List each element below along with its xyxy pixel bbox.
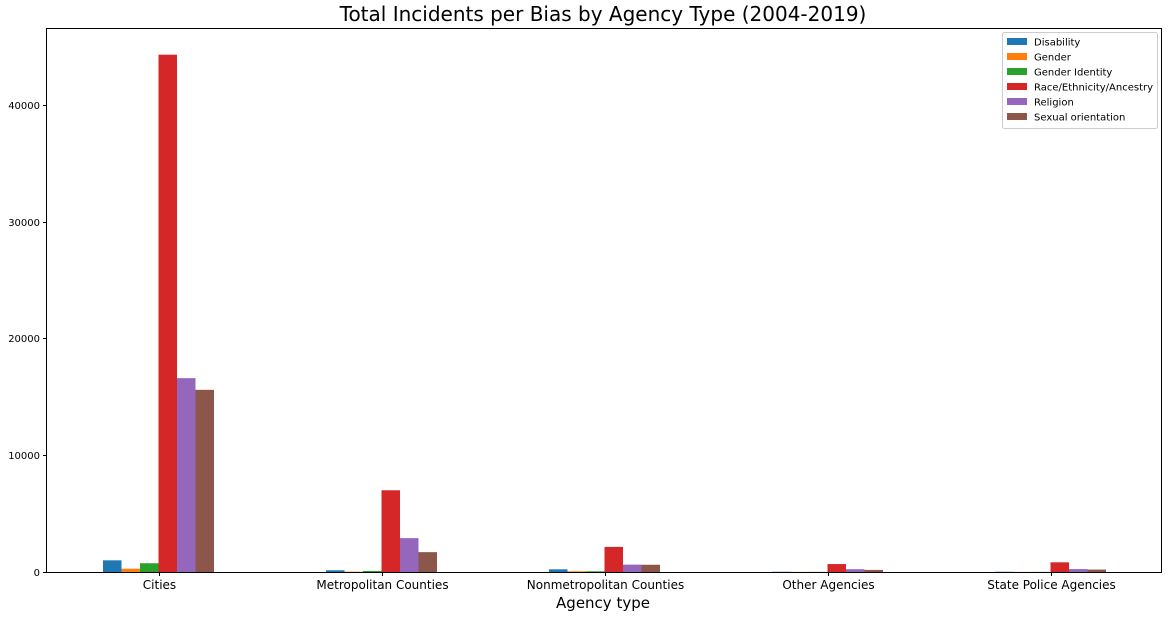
bar-sexual-orientation-metropolitan-counties	[418, 552, 437, 572]
bar-religion-state-police-agencies	[1069, 569, 1088, 572]
legend: Disability Gender Gender Identity Race/Ethn…	[1002, 32, 1158, 129]
bar-gender-cities	[121, 568, 140, 572]
legend-swatch-disability	[1007, 38, 1027, 45]
bar-gender-nonmetropolitan-counties	[567, 571, 586, 572]
legend-label-religion: Religion	[1034, 98, 1074, 109]
legend-swatch-race-ethnicity-ancestry	[1007, 83, 1027, 90]
legend-label-disability: Disability	[1034, 38, 1080, 49]
y-tick-label: 30000	[8, 218, 40, 229]
legend-swatch-gender	[1007, 53, 1027, 60]
bar-series-group	[103, 54, 1106, 573]
bar-religion-other-agencies	[846, 569, 865, 572]
bar-race-ethnicity-ancestry-state-police-agencies	[1050, 562, 1069, 572]
x-tick-label: State Police Agencies	[987, 578, 1116, 592]
bar-sexual-orientation-state-police-agencies	[1087, 569, 1106, 572]
x-tick-label: Metropolitan Counties	[316, 578, 448, 592]
bar-religion-metropolitan-counties	[400, 538, 419, 572]
bar-race-ethnicity-ancestry-cities	[158, 54, 177, 573]
bar-gender-identity-nonmetropolitan-counties	[586, 571, 605, 572]
y-tick-label: 20000	[8, 334, 40, 345]
bar-race-ethnicity-ancestry-other-agencies	[827, 564, 846, 572]
bar-disability-metropolitan-counties	[326, 570, 345, 572]
bar-disability-nonmetropolitan-counties	[549, 569, 568, 572]
bar-race-ethnicity-ancestry-metropolitan-counties	[381, 490, 400, 572]
legend-label-gender-identity: Gender Identity	[1034, 68, 1112, 79]
bar-sexual-orientation-other-agencies	[864, 569, 883, 572]
legend-swatch-gender-identity	[1007, 68, 1027, 75]
x-axis: Cities Metropolitan Counties Nonmetropolit…	[143, 572, 1116, 592]
bar-race-ethnicity-ancestry-nonmetropolitan-counties	[604, 546, 623, 572]
legend-swatch-religion	[1007, 98, 1027, 105]
y-axis: 0 10000 20000 30000 40000	[8, 101, 47, 579]
chart-title: Total Incidents per Bias by Agency Type …	[339, 2, 867, 26]
bar-sexual-orientation-cities	[195, 389, 214, 572]
bar-disability-cities	[103, 560, 122, 572]
bar-sexual-orientation-nonmetropolitan-counties	[641, 564, 660, 572]
y-tick-label: 10000	[8, 451, 40, 462]
x-tick-label: Nonmetropolitan Counties	[527, 578, 684, 592]
y-tick-label: 40000	[8, 101, 40, 112]
bar-religion-cities	[177, 378, 196, 572]
plot-frame	[46, 28, 1162, 573]
bar-gender-identity-cities	[140, 563, 159, 572]
legend-swatch-sexual-orientation	[1007, 113, 1027, 120]
x-tick-label: Cities	[143, 578, 176, 592]
x-tick-label: Other Agencies	[782, 578, 874, 592]
bar-gender-identity-metropolitan-counties	[363, 570, 382, 572]
y-tick-label: 0	[34, 568, 40, 579]
legend-label-race-ethnicity-ancestry: Race/Ethnicity/Ancestry	[1034, 83, 1153, 94]
legend-box	[1002, 32, 1158, 129]
bar-religion-nonmetropolitan-counties	[623, 564, 642, 572]
legend-label-sexual-orientation: Sexual orientation	[1034, 113, 1125, 124]
legend-label-gender: Gender	[1034, 53, 1072, 64]
x-axis-label: Agency type	[556, 594, 650, 612]
